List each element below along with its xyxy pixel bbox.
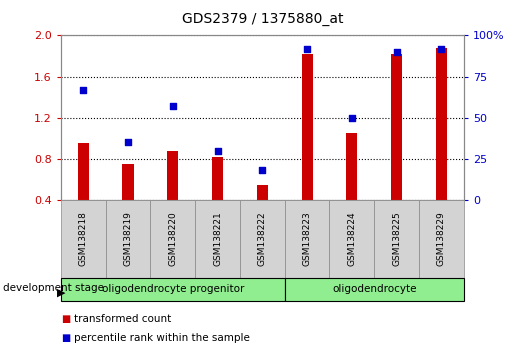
Text: oligodendrocyte: oligodendrocyte (332, 284, 417, 295)
Bar (212, 157, 223, 200)
Text: percentile rank within the sample: percentile rank within the sample (74, 333, 250, 343)
Point (392, 49, 401, 55)
Text: GSM138220: GSM138220 (169, 212, 178, 266)
Bar (436, 48, 447, 200)
Point (79, 87, 87, 92)
Point (214, 148, 222, 154)
Bar (257, 184, 268, 200)
Text: transformed count: transformed count (74, 314, 171, 324)
Point (437, 46, 446, 51)
Text: ■: ■ (61, 333, 70, 343)
Text: GSM138218: GSM138218 (79, 211, 88, 267)
Bar (122, 164, 134, 200)
Point (258, 167, 267, 173)
Text: GSM138221: GSM138221 (213, 212, 222, 266)
Text: GSM138224: GSM138224 (347, 212, 356, 266)
Text: GSM138219: GSM138219 (123, 211, 132, 267)
Text: ▶: ▶ (57, 288, 66, 298)
Text: GSM138225: GSM138225 (392, 212, 401, 266)
Point (348, 115, 356, 120)
Bar (346, 133, 357, 200)
Point (303, 46, 311, 51)
Bar (391, 54, 402, 200)
Text: development stage: development stage (3, 282, 104, 293)
Text: GDS2379 / 1375880_at: GDS2379 / 1375880_at (182, 12, 343, 27)
Text: oligodendrocyte progenitor: oligodendrocyte progenitor (102, 284, 244, 295)
Text: ■: ■ (61, 314, 70, 324)
Text: GSM138229: GSM138229 (437, 212, 446, 266)
Bar (78, 143, 89, 200)
Text: GSM138223: GSM138223 (303, 212, 312, 266)
Text: GSM138222: GSM138222 (258, 212, 267, 266)
Point (169, 103, 177, 109)
Bar (167, 151, 179, 200)
Bar (302, 54, 313, 200)
Point (124, 139, 132, 145)
